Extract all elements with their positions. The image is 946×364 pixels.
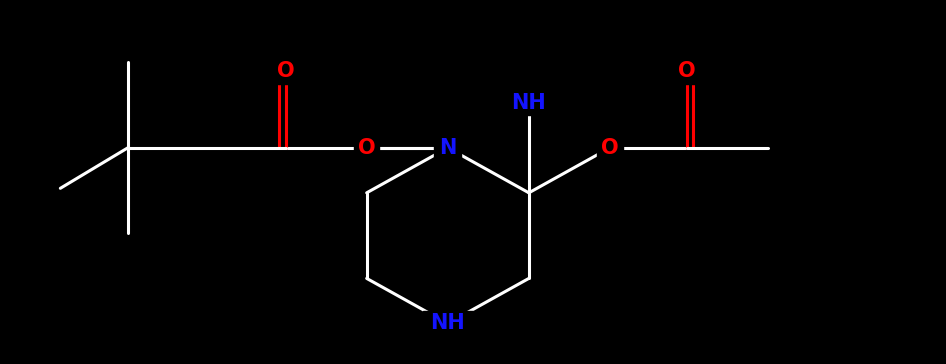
- Text: O: O: [277, 61, 294, 81]
- Text: O: O: [677, 61, 695, 81]
- Bar: [504, 90, 553, 115]
- Bar: [674, 59, 699, 84]
- Text: O: O: [358, 138, 376, 158]
- Text: N: N: [439, 138, 457, 158]
- Bar: [434, 135, 462, 161]
- Bar: [597, 135, 622, 161]
- Text: NH: NH: [430, 313, 465, 333]
- Text: NH: NH: [512, 93, 546, 113]
- Bar: [354, 135, 379, 161]
- Bar: [273, 59, 298, 84]
- Text: O: O: [601, 138, 619, 158]
- Bar: [423, 311, 473, 336]
